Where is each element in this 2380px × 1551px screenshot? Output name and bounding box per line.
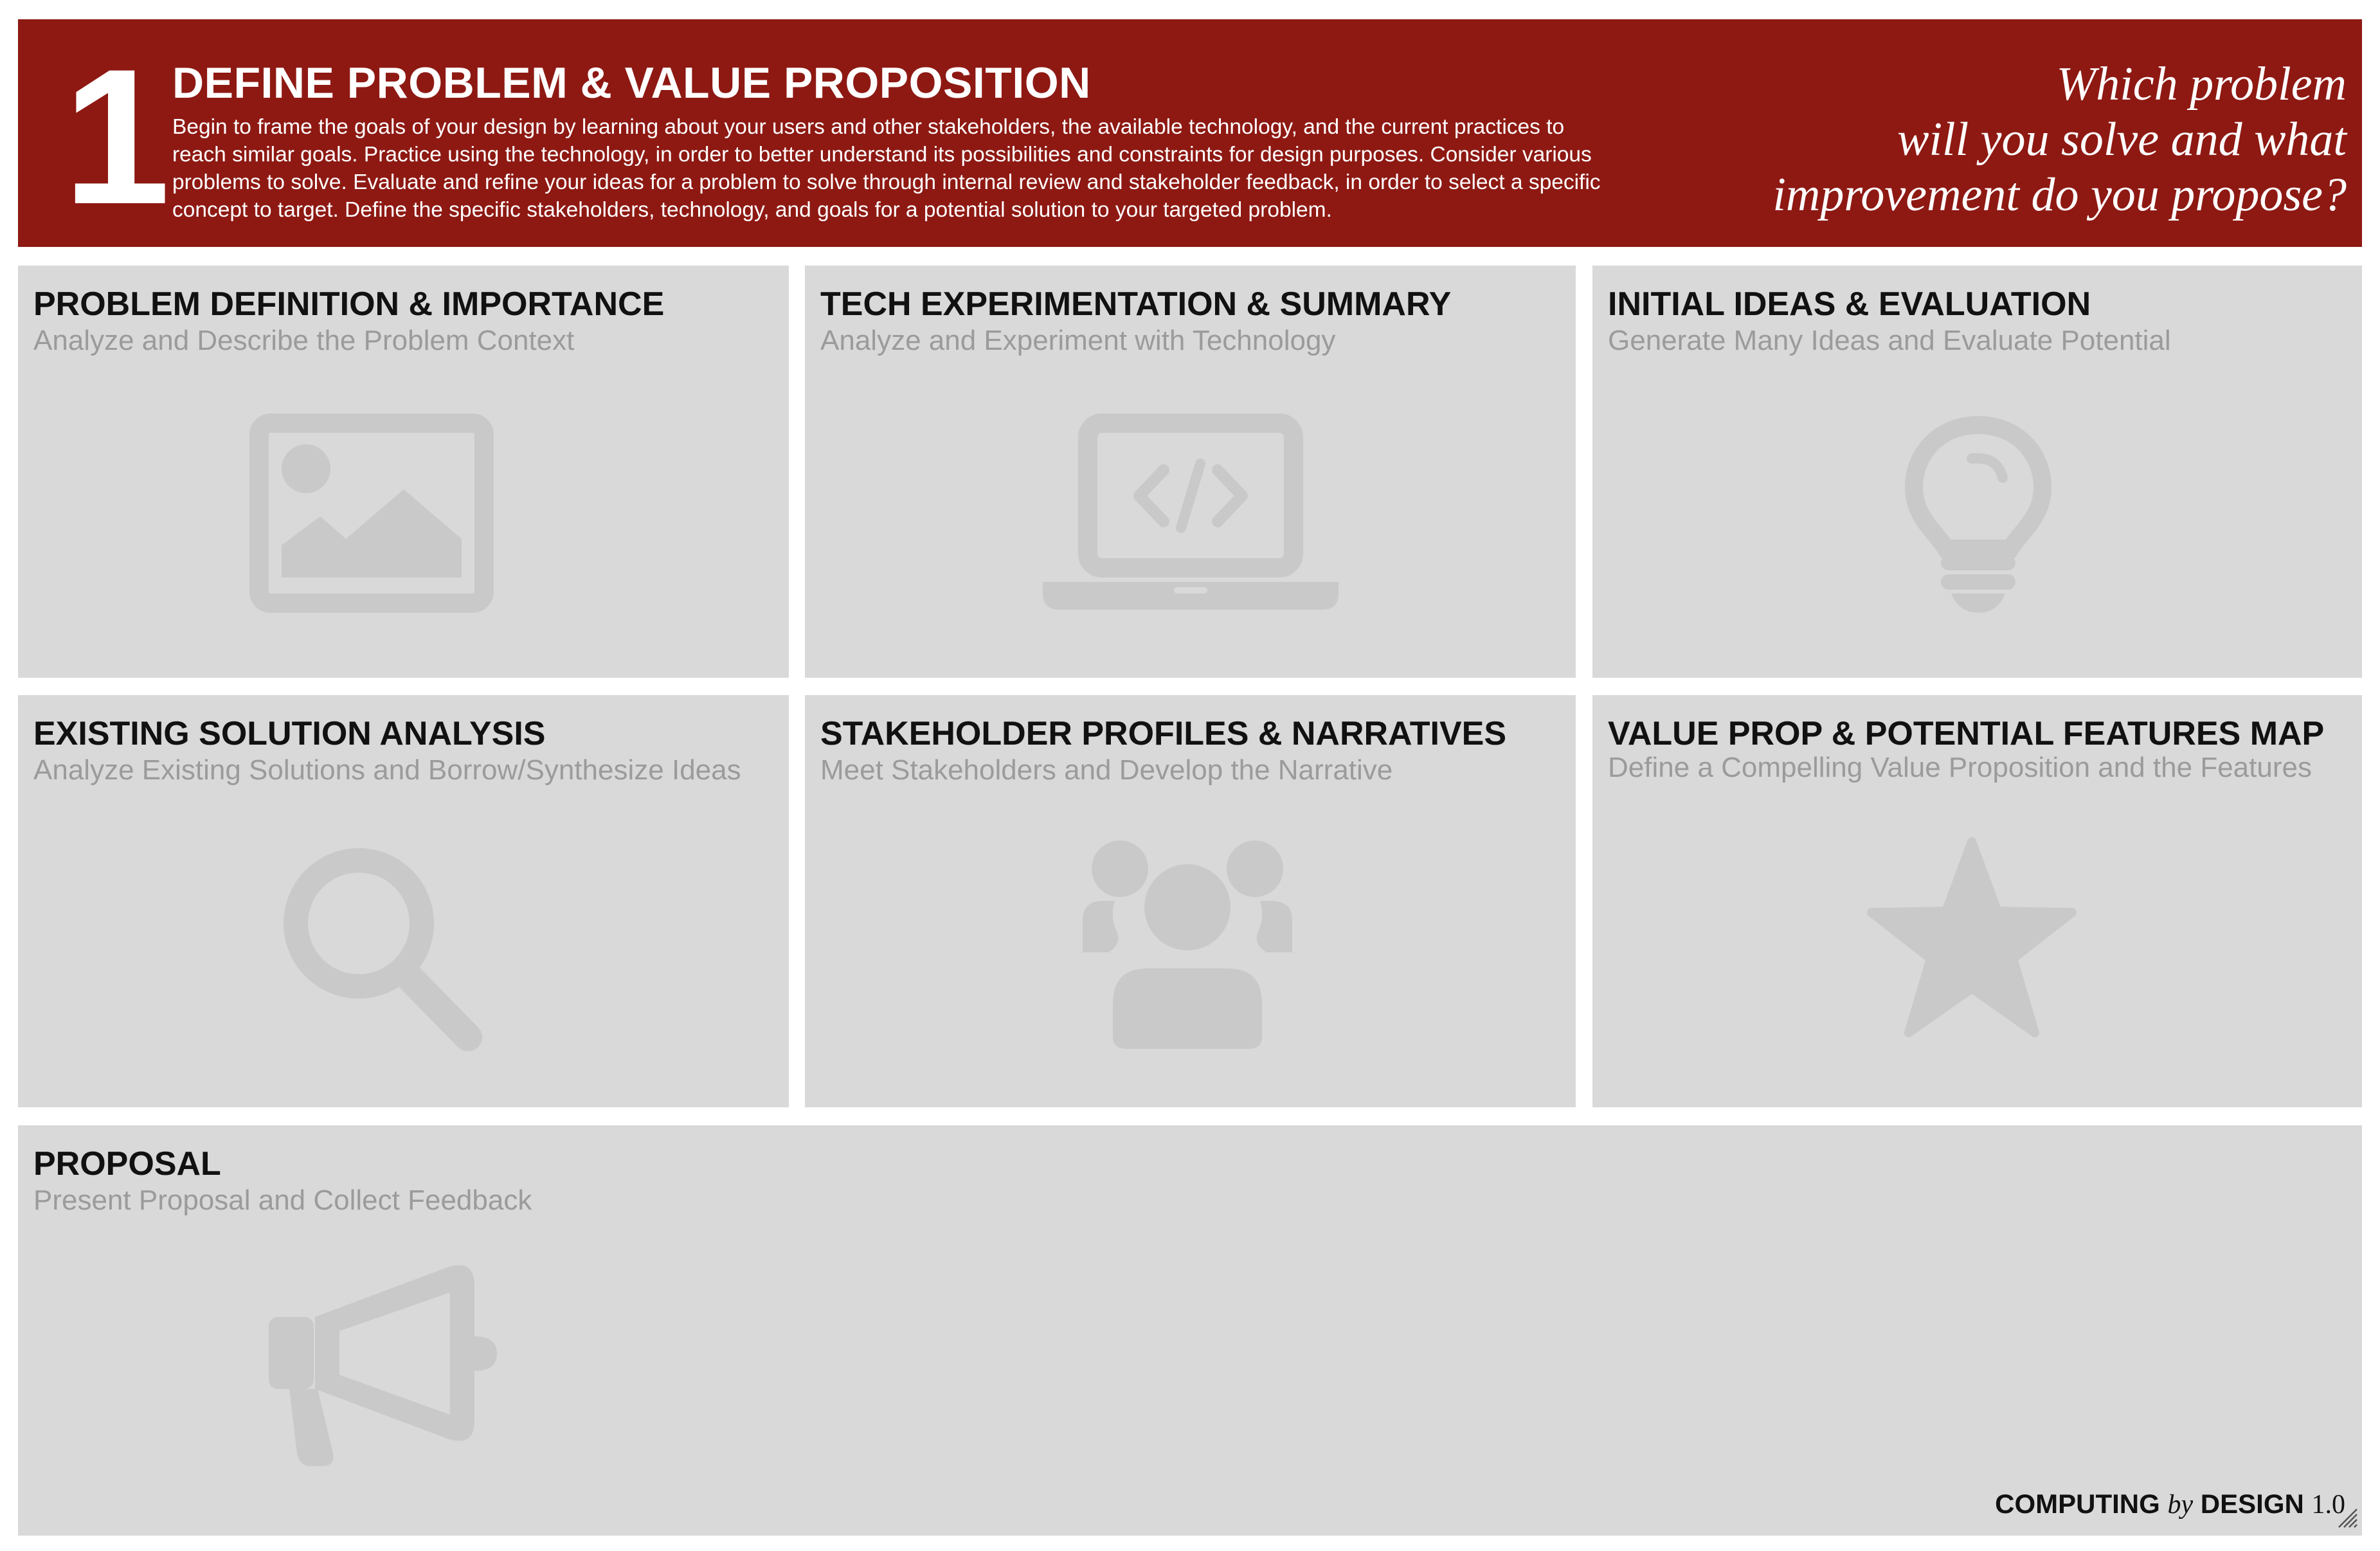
header-banner: 1 DEFINE PROBLEM & VALUE PROPOSITION Beg… xyxy=(18,19,2362,247)
card-existing-solution[interactable]: EXISTING SOLUTION ANALYSIS Analyze Exist… xyxy=(18,695,789,1107)
guiding-question: Which problem will you solve and what im… xyxy=(1639,57,2347,222)
card-initial-ideas[interactable]: INITIAL IDEAS & EVALUATION Generate Many… xyxy=(1592,266,2362,678)
card-title: PROPOSAL xyxy=(33,1145,221,1183)
card-problem-definition[interactable]: PROBLEM DEFINITION & IMPORTANCE Analyze … xyxy=(18,266,789,678)
brand-design: DESIGN xyxy=(2200,1489,2304,1519)
card-title: TECH EXPERIMENTATION & SUMMARY xyxy=(820,286,1452,323)
lightbulb-icon xyxy=(1901,413,2055,619)
brand-version: 1.0 xyxy=(2311,1490,2346,1519)
card-subtitle: Analyze Existing Solutions and Borrow/Sy… xyxy=(33,754,741,786)
card-value-prop[interactable]: VALUE PROP & POTENTIAL FEATURES MAP Defi… xyxy=(1592,695,2362,1107)
card-stakeholder-profiles[interactable]: STAKEHOLDER PROFILES & NARRATIVES Meet S… xyxy=(805,695,1576,1107)
card-title: INITIAL IDEAS & EVALUATION xyxy=(1608,286,2091,323)
card-title: STAKEHOLDER PROFILES & NARRATIVES xyxy=(820,715,1507,752)
card-subtitle: Meet Stakeholders and Develop the Narrat… xyxy=(820,754,1393,786)
image-icon xyxy=(249,413,494,613)
guiding-question-line: improvement do you propose? xyxy=(1772,168,2347,221)
guiding-question-line: Which problem xyxy=(2056,58,2347,111)
card-tech-experimentation[interactable]: TECH EXPERIMENTATION & SUMMARY Analyze a… xyxy=(805,266,1576,678)
card-subtitle: Analyze and Experiment with Technology xyxy=(820,325,1336,356)
megaphone-icon xyxy=(256,1260,500,1479)
card-subtitle: Define a Compelling Value Proposition an… xyxy=(1608,752,2312,783)
brand-computing: COMPUTING xyxy=(1995,1489,2160,1519)
people-icon xyxy=(1081,837,1300,1055)
card-proposal[interactable]: PROPOSAL Present Proposal and Collect Fe… xyxy=(18,1125,2362,1536)
search-icon xyxy=(275,837,494,1055)
card-title: EXISTING SOLUTION ANALYSIS xyxy=(33,715,546,752)
guiding-question-line: will you solve and what xyxy=(1897,113,2347,166)
resize-handle-icon xyxy=(2334,1504,2359,1533)
card-title: PROBLEM DEFINITION & IMPORTANCE xyxy=(33,286,665,323)
card-subtitle: Analyze and Describe the Problem Context xyxy=(33,325,575,356)
step-number: 1 xyxy=(63,28,170,244)
page-title: DEFINE PROBLEM & VALUE PROPOSITION xyxy=(172,59,1091,107)
card-subtitle: Present Proposal and Collect Feedback xyxy=(33,1184,532,1216)
brand-by: by xyxy=(2167,1490,2194,1519)
star-icon xyxy=(1862,837,2081,1049)
card-subtitle: Generate Many Ideas and Evaluate Potenti… xyxy=(1608,325,2171,356)
laptop-code-icon xyxy=(1043,413,1339,619)
card-title: VALUE PROP & POTENTIAL FEATURES MAP xyxy=(1608,715,2325,752)
header-description: Begin to frame the goals of your design … xyxy=(172,115,1601,222)
brand-logo: COMPUTING by DESIGN 1.0 xyxy=(1995,1489,2345,1520)
